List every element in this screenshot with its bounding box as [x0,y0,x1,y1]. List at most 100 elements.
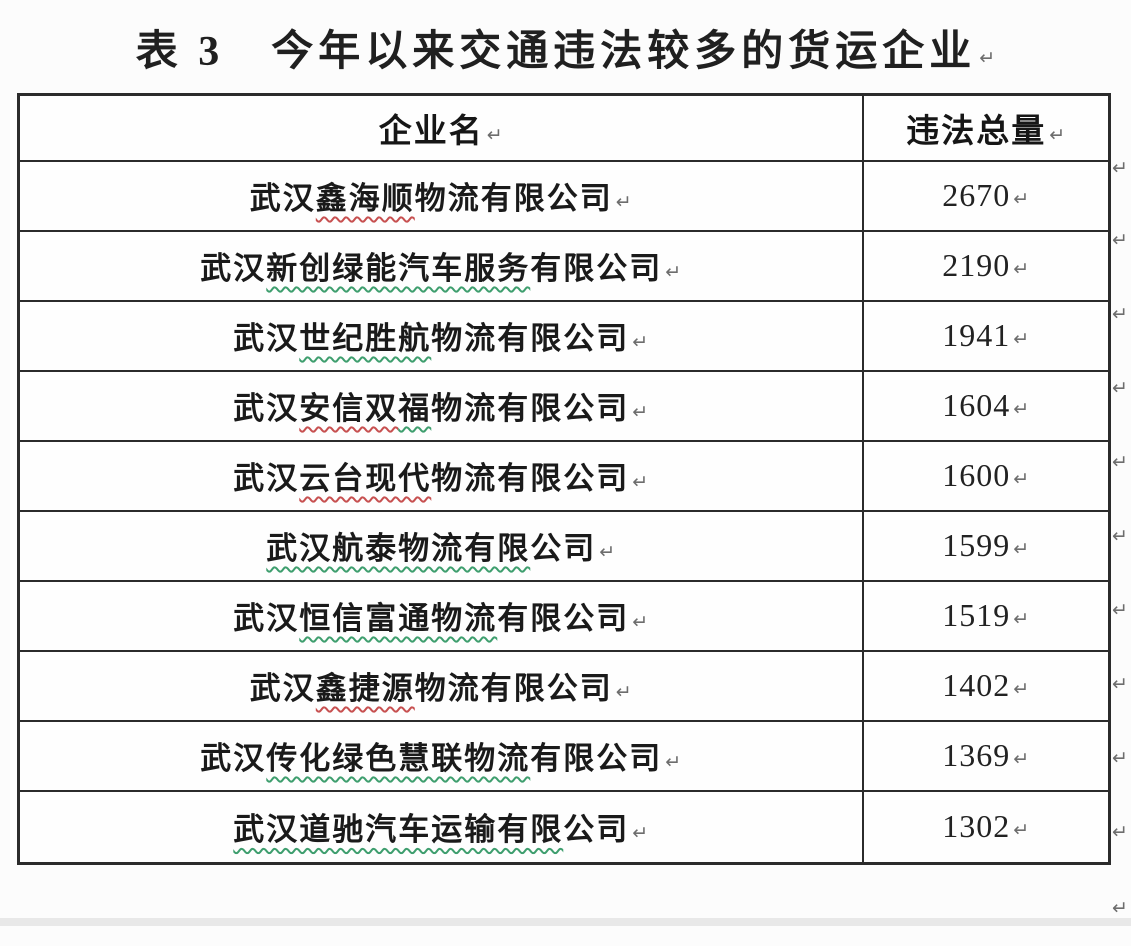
paragraph-mark-icon: ↵ [979,47,996,69]
paragraph-mark-icon: ↵ [1112,377,1128,399]
company-name-segment: 公司 [530,531,597,566]
violation-count: 1519 [942,597,1011,633]
table-row: 武汉新创绿能汽车服务有限公司 ↵ 2190 ↵ [17,229,1111,302]
row-end-mark: ↵ [1112,133,1130,203]
violation-count: 1302 [942,808,1011,845]
paragraph-mark-icon: ↵ [1013,678,1030,700]
company-name-segment: 物流有限公司 [431,321,630,356]
company-name-cell: 武汉世纪胜航物流有限公司 ↵ [17,299,864,372]
violation-count: 1369 [942,737,1011,773]
paragraph-mark-icon: ↵ [1013,328,1030,350]
company-name-segment: 武汉航泰物流有限 [266,531,531,566]
header-company-name: 企业名 ↵ [17,93,864,162]
violation-count-cell: 1402 ↵ [861,649,1111,722]
violation-count-cell: 1600 ↵ [861,439,1111,512]
paragraph-mark-icon: ↵ [1013,538,1030,560]
company-name-segment: 武汉 [233,461,300,496]
company-name-segment: 世纪胜航 [299,321,432,356]
company-name-segment: 云台现代 [299,461,432,496]
table-row: 武汉安信双福物流有限公司 ↵ 1604 ↵ [17,369,1111,442]
paragraph-mark-icon: ↵ [632,401,649,423]
table-caption: 表 3 今年以来交通违法较多的货运企业 ↵ [0,26,1131,84]
violation-count-cell: 1604 ↵ [861,369,1111,442]
table-row: 武汉云台现代物流有限公司 ↵ 1600 ↵ [17,439,1111,512]
company-name-cell: 武汉航泰物流有限公司 ↵ [17,509,864,582]
company-name-segment: 物流有限公司 [414,671,613,706]
row-end-mark: ↵ [1112,795,1130,869]
company-name-segment: 鑫海顺 [315,181,415,216]
paragraph-mark-icon: ↵ [632,471,649,493]
violation-count-cell: 2670 ↵ [861,159,1111,232]
paragraph-mark-icon: ↵ [1013,748,1030,770]
table-row: 武汉航泰物流有限公司 ↵ 1599 ↵ [17,509,1111,582]
company-name-cell: 武汉鑫捷源物流有限公司 ↵ [17,649,864,722]
company-name-segment: 武汉道驰汽车运输有限 [233,812,564,848]
paragraph-mark-icon: ↵ [615,191,632,213]
company-name-segment: 福 [398,391,432,426]
row-end-mark: ↵ [1112,647,1130,721]
paragraph-mark-icon: ↵ [1112,821,1128,843]
row-end-mark: ↵ [1112,203,1130,277]
paragraph-mark-icon: ↵ [1049,123,1066,146]
table-row: 武汉传化绿色慧联物流有限公司 ↵ 1369 ↵ [17,719,1111,792]
company-name-segment: 新创绿能汽车服务 [266,251,531,286]
company-name-cell: 武汉恒信富通物流有限公司 ↵ [17,579,864,652]
paragraph-mark-icon: ↵ [486,123,503,146]
table-header-row: 企业名 ↵ 违法总量 ↵ [17,93,1111,162]
row-end-mark: ↵ [1112,499,1130,573]
paragraph-mark-icon: ↵ [1013,188,1030,210]
paragraph-mark-icon: ↵ [665,751,682,773]
paragraph-mark-icon: ↵ [1112,525,1128,547]
paragraph-mark-icon: ↵ [1112,599,1128,621]
company-name-segment: 武汉 [233,601,300,636]
violation-count-cell: 2190 ↵ [861,229,1111,302]
violation-count: 1600 [942,457,1011,493]
paragraph-mark-icon: ↵ [632,611,649,633]
page-bottom-edge [0,918,1131,926]
violation-count-cell: 1519 ↵ [861,579,1111,652]
company-name-segment: 物流有限公司 [414,181,613,216]
violation-count-cell: 1941 ↵ [861,299,1111,372]
header-company-name-label: 企业名 [378,113,484,150]
paragraph-mark-icon: ↵ [1013,258,1030,280]
company-name-cell: 武汉传化绿色慧联物流有限公司 ↵ [17,719,864,792]
paragraph-mark-icon: ↵ [599,541,616,563]
violation-count: 1402 [942,667,1011,703]
company-name-segment: 鑫捷源 [315,671,415,706]
table-row: 武汉鑫捷源物流有限公司 ↵ 1402 ↵ [17,649,1111,722]
violation-count: 2190 [942,247,1011,283]
header-violation-total-label: 违法总量 [906,113,1047,150]
table-row: 武汉鑫海顺物流有限公司 ↵ 2670 ↵ [17,159,1111,232]
company-name-segment: 武汉 [200,741,267,776]
paragraph-mark-icon: ↵ [1112,157,1128,179]
paragraph-mark-icon: ↵ [615,681,632,703]
company-name-segment: 武汉 [233,321,300,356]
row-end-mark: ↵ [1112,721,1130,795]
company-name-cell: 武汉云台现代物流有限公司 ↵ [17,439,864,512]
company-name-segment: 有限公司 [530,251,663,286]
row-end-marks: ↵ ↵ ↵ ↵ ↵ ↵ ↵ ↵ ↵ ↵ ↵ [1112,133,1130,946]
company-name-segment: 安信双 [299,391,399,426]
company-name-segment: 武汉 [249,181,316,216]
company-name-cell: 武汉新创绿能汽车服务有限公司 ↵ [17,229,864,302]
paragraph-mark-icon: ↵ [1112,747,1128,769]
company-name-cell: 武汉安信双福物流有限公司 ↵ [17,369,864,442]
table-row: 武汉道驰汽车运输有限公司 ↵ 1302 ↵ [17,789,1111,865]
paragraph-mark-icon: ↵ [632,822,649,845]
paragraph-mark-icon: ↵ [1013,819,1030,842]
table-row: 武汉恒信富通物流有限公司 ↵ 1519 ↵ [17,579,1111,652]
company-name-segment: 有限公司 [497,601,630,636]
header-violation-total: 违法总量 ↵ [861,93,1111,162]
company-name-segment: 物流有限公司 [431,461,630,496]
violations-table: 企业名 ↵ 违法总量 ↵ 武汉鑫海顺物流有限公司 ↵ 2670 ↵ 武汉新创绿能汽车服务有限… [17,93,1111,865]
company-name-segment: 有限公司 [530,741,663,776]
row-end-mark: ↵ [1112,425,1130,499]
row-end-mark: ↵ [1112,351,1130,425]
violation-count-cell: 1302 ↵ [861,789,1111,865]
paragraph-mark-icon: ↵ [1013,608,1030,630]
company-name-segment: 武汉 [249,671,316,706]
company-name-segment: 物流有限公司 [431,391,630,426]
violation-count-cell: 1369 ↵ [861,719,1111,792]
paragraph-mark-icon: ↵ [665,261,682,283]
company-name-cell: 武汉道驰汽车运输有限公司 ↵ [17,789,864,865]
